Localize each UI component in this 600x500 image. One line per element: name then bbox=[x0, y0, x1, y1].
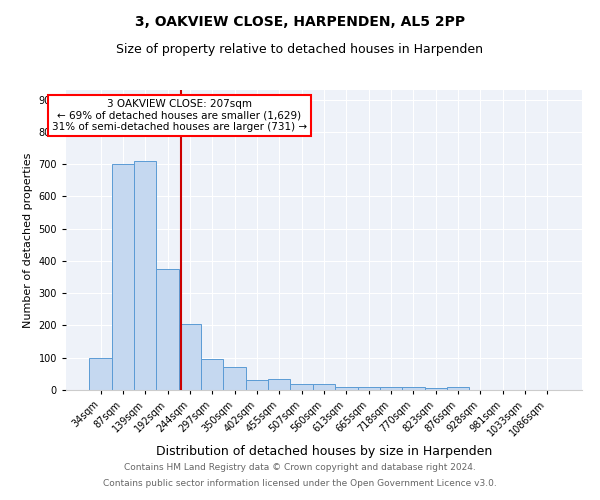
Bar bbox=[358, 388, 380, 390]
Bar bbox=[425, 388, 447, 390]
Text: 3, OAKVIEW CLOSE, HARPENDEN, AL5 2PP: 3, OAKVIEW CLOSE, HARPENDEN, AL5 2PP bbox=[135, 15, 465, 29]
Bar bbox=[246, 380, 268, 390]
Bar bbox=[157, 269, 179, 390]
Bar bbox=[201, 358, 223, 390]
Bar bbox=[402, 387, 425, 390]
Bar bbox=[223, 368, 246, 390]
Bar bbox=[134, 161, 157, 390]
Text: Size of property relative to detached houses in Harpenden: Size of property relative to detached ho… bbox=[116, 42, 484, 56]
Bar bbox=[179, 324, 201, 390]
Bar bbox=[268, 380, 290, 390]
Bar bbox=[290, 384, 313, 390]
Bar bbox=[112, 164, 134, 390]
Text: Contains HM Land Registry data © Crown copyright and database right 2024.: Contains HM Land Registry data © Crown c… bbox=[124, 464, 476, 472]
Bar bbox=[89, 358, 112, 390]
Bar bbox=[380, 387, 402, 390]
Text: 3 OAKVIEW CLOSE: 207sqm
← 69% of detached houses are smaller (1,629)
31% of semi: 3 OAKVIEW CLOSE: 207sqm ← 69% of detache… bbox=[52, 99, 307, 132]
X-axis label: Distribution of detached houses by size in Harpenden: Distribution of detached houses by size … bbox=[156, 445, 492, 458]
Bar bbox=[313, 384, 335, 390]
Bar bbox=[335, 387, 358, 390]
Y-axis label: Number of detached properties: Number of detached properties bbox=[23, 152, 33, 328]
Bar bbox=[447, 388, 469, 390]
Text: Contains public sector information licensed under the Open Government Licence v3: Contains public sector information licen… bbox=[103, 478, 497, 488]
